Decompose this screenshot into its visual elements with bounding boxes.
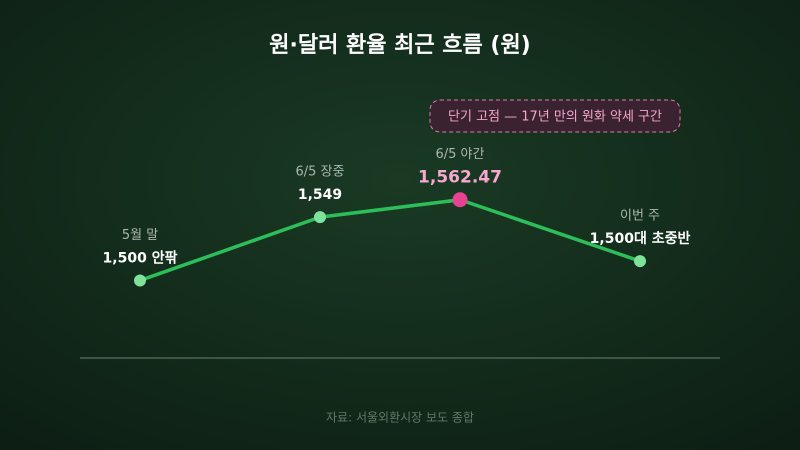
annotation-box	[429, 99, 681, 133]
category-label: 6/5 야간	[436, 147, 485, 162]
value-label: 1,562.47	[418, 168, 502, 188]
value-label: 1,500대 초중반	[590, 230, 691, 247]
value-label: 1,549	[298, 187, 342, 203]
point	[634, 255, 646, 268]
source: 자료: 서울외환시장 보도 종합	[326, 411, 474, 425]
point	[134, 274, 146, 287]
annotation: 단기 고점 — 17년 만의 원화 약세 구간	[448, 110, 662, 125]
line	[139, 197, 641, 283]
category-label: 6/5 장중	[296, 165, 345, 180]
category-label: 5월 말	[122, 228, 158, 243]
point	[452, 192, 468, 208]
category-label: 이번 주	[620, 209, 660, 224]
value-label: 1,500 안팎	[103, 249, 178, 266]
chart-title: 원·달러 환율 최근 흐름 (원)	[269, 33, 531, 58]
point	[314, 211, 326, 224]
